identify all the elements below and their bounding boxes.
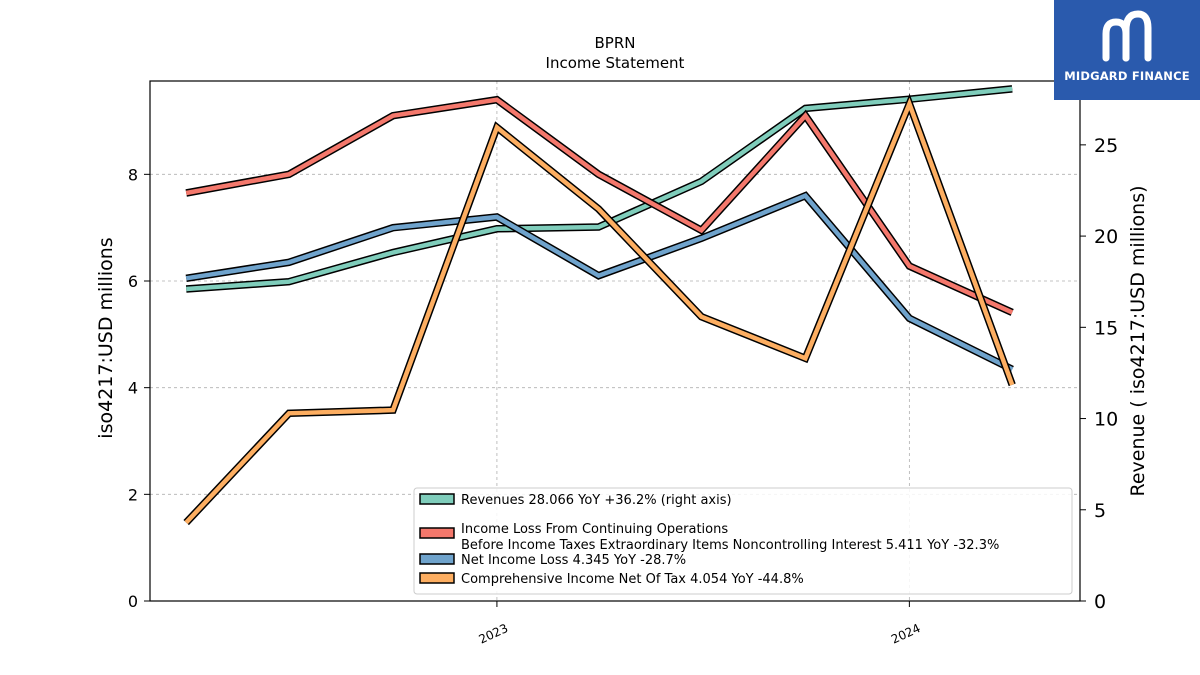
series-line-1 — [185, 97, 1014, 315]
left-tick-label: 0 — [128, 592, 138, 611]
x-tick-label: 2024 — [889, 621, 923, 647]
legend-swatch-2 — [419, 553, 455, 565]
chart-subtitle: Income Statement — [546, 54, 685, 72]
legend-swatch-0 — [419, 493, 455, 505]
legend-label-1: Before Income Taxes Extraordinary Items … — [461, 538, 999, 553]
series-line-2 — [185, 192, 1014, 372]
left-tick-label: 6 — [128, 272, 138, 291]
legend-swatch-1 — [419, 527, 455, 539]
legend-label-1: Income Loss From Continuing Operations — [461, 522, 728, 537]
axes-layer: 0 2 4 6 8 0 5 10 15 20 25 2023 2024 — [128, 135, 1118, 647]
brand-mark-icon — [1102, 10, 1152, 62]
legend-label-0: Revenues 28.066 YoY +36.2% (right axis) — [461, 493, 732, 508]
left-axis-label: iso4217:USD millions — [95, 237, 117, 438]
left-tick-label: 4 — [128, 379, 138, 398]
legend-label-2: Net Income Loss 4.345 YoY -28.7% — [461, 553, 686, 568]
series-layer — [183, 85, 1016, 526]
right-tick-label: 25 — [1094, 135, 1118, 157]
legend-label-3: Comprehensive Income Net Of Tax 4.054 Yo… — [461, 572, 804, 587]
left-tick-label: 2 — [128, 485, 138, 504]
series-line-0 — [186, 86, 1013, 292]
series-outline-2 — [185, 191, 1014, 373]
legend: Revenues 28.066 YoY +36.2% (right axis) I… — [413, 487, 1073, 595]
series-line-3 — [184, 97, 1015, 525]
right-tick-label: 5 — [1094, 500, 1106, 522]
right-axis-label: Revenue ( iso4217:USD millions) — [1127, 185, 1149, 496]
brand-name: MIDGARD FINANCE — [1064, 69, 1190, 83]
x-tick-label: 2023 — [477, 621, 511, 647]
right-tick-label: 15 — [1094, 317, 1118, 339]
plot-frame — [149, 80, 1081, 602]
legend-swatch-3 — [419, 572, 455, 584]
legend-box — [413, 487, 1073, 595]
right-tick-label: 10 — [1094, 409, 1118, 431]
left-tick-label: 8 — [128, 165, 138, 184]
brand-logo: MIDGARD FINANCE — [1054, 0, 1200, 100]
right-tick-label: 0 — [1094, 591, 1106, 613]
right-tick-label: 20 — [1094, 226, 1118, 248]
chart-title: BPRN — [595, 34, 636, 52]
